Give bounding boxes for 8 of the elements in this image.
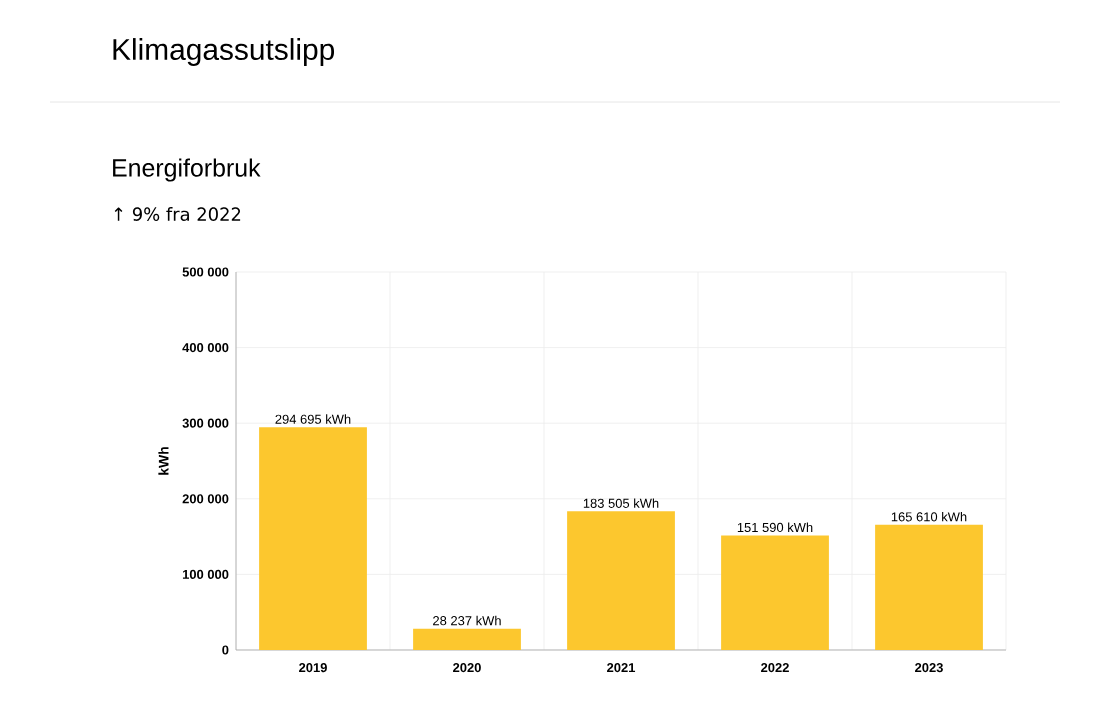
text: ↑ 9% fra 2022	[114, 207, 241, 221]
bar	[567, 511, 675, 650]
bar	[259, 427, 367, 650]
chart-title: Klimagassutslipp	[113, 38, 335, 66]
bar	[875, 524, 983, 650]
chart-subtitle: Energiforbruk	[113, 158, 261, 182]
bar	[721, 535, 829, 650]
bar	[413, 628, 521, 650]
